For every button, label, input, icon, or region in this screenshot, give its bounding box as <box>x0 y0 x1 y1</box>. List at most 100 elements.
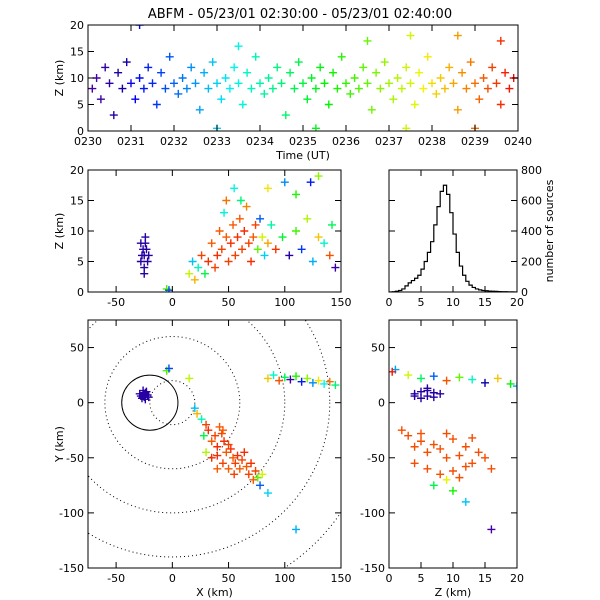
source-marker <box>211 431 220 440</box>
source-marker <box>236 196 245 205</box>
xz-y-tick-label: 15 <box>70 195 84 208</box>
histogram-outline <box>389 184 517 292</box>
xy-plot-area <box>88 320 341 568</box>
histogram-x-tick-label: 15 <box>478 296 492 309</box>
source-marker <box>224 464 233 473</box>
source-marker <box>213 79 221 88</box>
source-marker <box>363 79 372 88</box>
source-marker <box>238 245 247 254</box>
source-marker <box>458 68 467 77</box>
source-marker <box>222 196 231 205</box>
zy-plot-area <box>389 365 517 534</box>
source-marker <box>429 393 438 402</box>
source-marker <box>127 79 135 88</box>
source-marker <box>271 245 280 254</box>
source-marker <box>455 451 464 460</box>
source-marker <box>114 68 123 77</box>
source-marker <box>164 364 173 373</box>
zy-x-tick-label: 10 <box>446 572 460 585</box>
source-marker <box>331 263 340 272</box>
source-marker <box>479 74 488 82</box>
source-marker <box>466 58 475 67</box>
source-marker <box>224 257 233 266</box>
source-marker <box>242 462 251 471</box>
source-marker <box>290 84 299 93</box>
source-marker <box>410 459 419 468</box>
source-marker <box>221 74 230 82</box>
source-marker <box>263 489 272 498</box>
source-marker <box>140 269 149 278</box>
time-height-x-tick-label: 0240 <box>504 135 532 148</box>
source-marker <box>137 251 146 260</box>
source-marker <box>423 464 432 473</box>
zy-x-tick-label: 15 <box>478 572 492 585</box>
time-height-x-tick-label: 0233 <box>203 135 231 148</box>
range-ring <box>149 380 196 426</box>
zy-y-tick-label: -50 <box>367 452 385 465</box>
time-height-y-tick-label: 10 <box>70 72 84 85</box>
source-marker <box>350 74 359 82</box>
source-marker <box>286 68 295 77</box>
source-marker <box>389 367 397 376</box>
source-marker <box>211 263 220 272</box>
source-marker <box>285 251 294 260</box>
zy-panel: 0 5 10 15 20 -150 -100 -50 0 50 Z (km) <box>360 319 524 599</box>
source-marker <box>187 63 196 72</box>
source-marker <box>297 377 306 386</box>
source-marker <box>462 84 471 93</box>
source-marker <box>249 475 258 484</box>
source-marker <box>238 100 247 109</box>
source-marker <box>144 63 153 72</box>
source-marker <box>157 68 166 77</box>
source-marker <box>234 79 243 88</box>
source-marker <box>461 497 470 506</box>
source-marker <box>307 74 316 82</box>
time-height-y-tick-label: 20 <box>70 19 84 32</box>
source-marker <box>303 214 312 223</box>
source-marker <box>260 251 269 260</box>
source-marker <box>410 392 419 401</box>
source-marker <box>142 245 151 254</box>
source-marker <box>141 395 150 404</box>
source-marker <box>404 431 413 440</box>
source-marker <box>308 378 317 387</box>
figure-title: ABFM - 05/23/01 02:30:00 - 05/23/01 02:4… <box>148 7 452 22</box>
source-marker <box>397 84 406 93</box>
xz-y-tick-label: 5 <box>77 256 84 269</box>
source-marker <box>122 58 131 67</box>
source-marker <box>453 105 462 114</box>
source-marker <box>143 257 152 266</box>
histogram-y-tick-label: 600 <box>521 195 542 208</box>
source-marker <box>213 451 222 460</box>
source-marker <box>208 58 217 67</box>
source-marker <box>359 63 368 72</box>
source-marker <box>263 374 272 383</box>
source-marker <box>475 95 484 104</box>
source-marker <box>406 31 415 40</box>
time-height-y-tick-label: 0 <box>77 125 84 138</box>
histogram-y-tick-label: 400 <box>521 225 542 238</box>
source-marker <box>278 233 287 242</box>
source-marker <box>229 453 238 462</box>
zy-x-tick-label: 20 <box>510 572 524 585</box>
source-marker <box>215 227 224 235</box>
source-marker <box>144 251 153 260</box>
source-marker <box>385 79 393 88</box>
source-marker <box>165 52 174 61</box>
source-marker <box>135 74 144 82</box>
source-marker <box>432 89 441 98</box>
xy-y-tick-label: -150 <box>59 562 84 575</box>
xz-y-tick-label: 20 <box>70 164 84 177</box>
source-marker <box>174 89 183 98</box>
source-marker <box>428 79 436 88</box>
histogram-y-tick-label: 800 <box>521 164 542 177</box>
xy-y-axis-label: Y (km) <box>53 426 66 463</box>
source-marker <box>222 448 231 457</box>
source-marker <box>436 470 445 479</box>
xy-frame <box>87 319 342 569</box>
source-marker <box>320 239 329 248</box>
source-marker <box>449 467 457 476</box>
source-marker <box>481 453 489 462</box>
source-marker <box>258 470 267 479</box>
